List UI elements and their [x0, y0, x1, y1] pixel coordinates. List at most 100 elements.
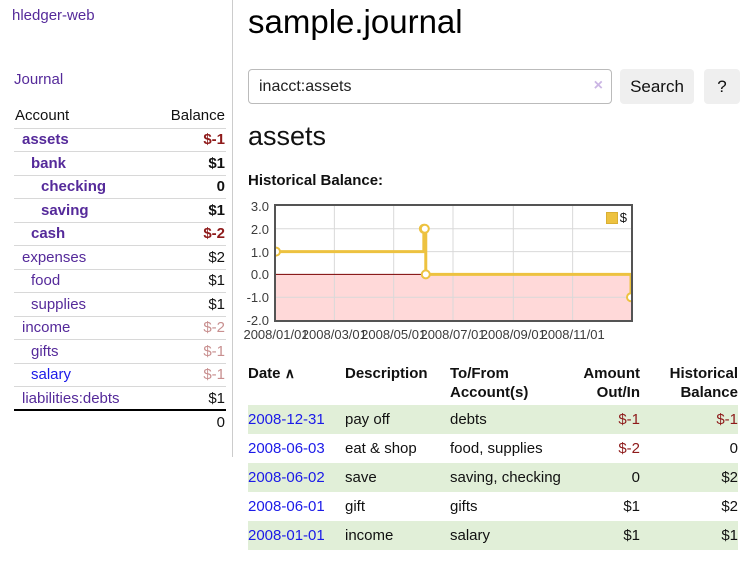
account-link[interactable]: supplies: [31, 295, 87, 313]
help-button[interactable]: ?: [704, 69, 740, 104]
transaction-amount: 0: [631, 469, 640, 486]
main-content: sample.journal × Search ? assets Histori…: [243, 0, 742, 582]
transaction-description: save: [345, 469, 377, 486]
search-box: ×: [248, 69, 612, 104]
account-balance: $1: [152, 292, 226, 316]
sidebar-item-journal[interactable]: Journal: [14, 71, 64, 88]
brand-link[interactable]: hledger-web: [12, 7, 95, 24]
y-tick-label: 2.0: [250, 221, 269, 237]
y-tick-label: -2.0: [246, 313, 269, 328]
account-link[interactable]: salary: [31, 366, 72, 384]
account-row: bank $1: [14, 151, 226, 175]
sort-asc-icon: ∧: [284, 365, 295, 381]
chart-plot-area: $: [274, 204, 633, 322]
account-link[interactable]: cash: [31, 225, 66, 243]
register-header-date[interactable]: Date ∧: [248, 365, 295, 382]
legend-label: $: [619, 210, 627, 225]
account-row: salary $-1: [14, 362, 226, 387]
account-link[interactable]: food: [31, 272, 61, 290]
transaction-accounts: debts: [450, 411, 487, 428]
transaction-row[interactable]: 2008-06-02 save saving, checking 0 $2: [248, 463, 738, 492]
transaction-accounts: food, supplies: [450, 440, 543, 457]
register-header-account: To/From Account(s): [450, 365, 529, 401]
transaction-date-cell: 2008-01-01: [248, 521, 345, 550]
account-link[interactable]: saving: [41, 201, 89, 219]
account-link[interactable]: liabilities:debts: [22, 389, 120, 407]
account-link[interactable]: gifts: [31, 342, 59, 360]
transaction-accounts: salary: [450, 527, 491, 544]
search-input[interactable]: [248, 69, 612, 104]
transaction-description: income: [345, 527, 394, 544]
register-header-balance: Historical Balance: [669, 365, 738, 401]
account-row: liabilities:debts $1: [14, 386, 226, 410]
transaction-date-link[interactable]: 2008-12-31: [248, 411, 325, 428]
transaction-description: gift: [345, 498, 366, 515]
chart-title: Historical Balance:: [248, 172, 384, 189]
transaction-balance: $2: [721, 498, 738, 515]
account-heading: assets: [248, 121, 327, 151]
transaction-date-link[interactable]: 2008-06-02: [248, 469, 325, 486]
clear-search-icon[interactable]: ×: [593, 77, 603, 94]
transaction-accounts: gifts: [450, 498, 478, 515]
transaction-date-cell: 2008-06-02: [248, 463, 345, 492]
account-row: expenses $2: [14, 245, 226, 269]
account-balance: $-1: [152, 127, 226, 152]
transaction-balance: $2: [721, 469, 738, 486]
transaction-balance: $1: [721, 527, 738, 544]
account-row: saving $1: [14, 198, 226, 222]
transaction-accounts: saving, checking: [450, 469, 561, 486]
account-balance: $1: [152, 268, 226, 293]
x-tick-label: 2008/01/01: [243, 327, 309, 342]
transaction-date-link[interactable]: 2008-01-01: [248, 527, 325, 544]
account-link[interactable]: checking: [41, 178, 107, 196]
x-tick-label: 2008/09/01: [480, 327, 546, 342]
account-link[interactable]: expenses: [22, 248, 87, 266]
transaction-balance: $-1: [716, 411, 738, 428]
account-balance: $-1: [152, 339, 226, 363]
account-balance: $-2: [152, 315, 226, 340]
register-table: Date ∧ Description To/From Account(s) Am…: [248, 362, 738, 550]
account-balance: $1: [152, 386, 226, 410]
account-balance: 0: [152, 174, 226, 199]
accounts-header-account: Account: [15, 106, 70, 124]
transaction-description: eat & shop: [345, 440, 417, 457]
transaction-row[interactable]: 2008-06-03 eat & shop food, supplies $-2 0: [248, 434, 738, 463]
account-link[interactable]: assets: [22, 131, 69, 149]
x-tick-label: 2008/03/01: [301, 327, 367, 342]
transaction-row[interactable]: 2008-01-01 income salary $1 $1: [248, 521, 738, 550]
account-row: checking 0: [14, 174, 226, 199]
accounts-table: Account Balance assets $-1 bank $1 checking 0…: [14, 103, 226, 434]
account-row: gifts $-1: [14, 339, 226, 363]
transaction-amount: $-1: [618, 411, 640, 428]
x-tick-label: 2008/05/01: [361, 327, 427, 342]
legend-swatch: [605, 211, 618, 224]
transaction-row[interactable]: 2008-12-31 pay off debts $-1 $-1: [248, 405, 738, 434]
y-tick-label: 3.0: [250, 199, 269, 214]
transaction-amount: $1: [623, 498, 640, 515]
y-tick-label: 1.0: [250, 244, 269, 260]
transaction-description: pay off: [345, 411, 390, 428]
account-row: food $1: [14, 268, 226, 293]
account-link[interactable]: income: [22, 319, 71, 337]
account-balance: $-1: [152, 362, 226, 387]
search-form: × Search ?: [248, 69, 742, 104]
transaction-date-cell: 2008-06-03: [248, 434, 345, 463]
transaction-amount: $-2: [618, 440, 640, 457]
search-button[interactable]: Search: [620, 69, 694, 104]
transaction-row[interactable]: 2008-06-01 gift gifts $1 $2: [248, 492, 738, 521]
transaction-date-cell: 2008-06-01: [248, 492, 345, 521]
transaction-date-cell: 2008-12-31: [248, 405, 345, 434]
page-title: sample.journal: [248, 3, 463, 40]
register-header-description: Description: [345, 365, 428, 382]
transaction-balance: 0: [729, 440, 738, 457]
x-tick-label: 2008/07/01: [420, 327, 486, 342]
account-link[interactable]: bank: [31, 154, 67, 172]
account-row: supplies $1: [14, 292, 226, 316]
transaction-date-link[interactable]: 2008-06-01: [248, 498, 325, 515]
transaction-date-link[interactable]: 2008-06-03: [248, 440, 325, 457]
y-tick-label: -1.0: [246, 290, 269, 306]
accounts-total-row: 0: [14, 409, 226, 434]
register-header-amount: Amount Out/In: [583, 365, 640, 401]
accounts-header-balance: Balance: [170, 106, 225, 124]
sidebar: hledger-web Journal Account Balance asse…: [0, 0, 233, 457]
